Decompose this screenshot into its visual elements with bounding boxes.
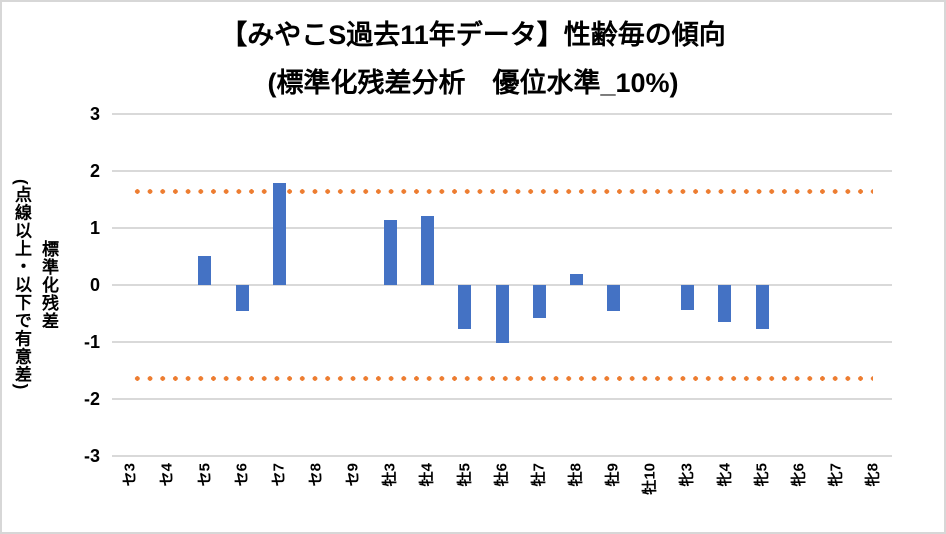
x-axis-label-牝4: 牝4: [715, 463, 733, 487]
y-tick-label--3: -3: [83, 446, 100, 466]
y-tick-label-0: 0: [89, 275, 100, 295]
x-axis-label-牡5: 牡5: [455, 463, 473, 487]
chart-title-line-1: 【みやこS過去11年データ】性齢毎の傾向: [220, 20, 726, 50]
x-axis-label-セ4: セ4: [158, 463, 176, 487]
bar-セ5: [198, 255, 212, 285]
y-tick-label-1: 1: [89, 218, 100, 238]
x-axis-label-セ8: セ8: [307, 463, 325, 487]
x-axis-label-牡8: 牡8: [567, 463, 585, 487]
bar-牝3: [681, 285, 695, 311]
y-tick-label--1: -1: [83, 332, 100, 352]
x-axis-label-セ6: セ6: [233, 463, 250, 487]
x-axis-label-牝7: 牝7: [827, 463, 845, 487]
x-axis-label-セ9: セ9: [344, 463, 362, 487]
x-axis-label-牡9: 牡9: [604, 463, 622, 487]
x-axis-label-牝3: 牝3: [678, 463, 696, 487]
x-axis-label-牡3: 牡3: [381, 463, 399, 487]
y-tick-label--2: -2: [83, 389, 100, 409]
bar-セ6: [235, 285, 249, 312]
x-axis-label-セ7: セ7: [270, 463, 288, 487]
gridline-1: [112, 227, 892, 229]
y-tick-label-3: 3: [89, 104, 100, 124]
gridline--3: [112, 455, 892, 457]
gridline-3: [112, 113, 892, 115]
x-axis-label-セ5: セ5: [195, 463, 213, 487]
bar-牡4: [421, 216, 435, 285]
x-axis-label-牡10: 牡10: [641, 463, 659, 495]
x-axis-label-セ3: セ3: [121, 463, 139, 487]
bar-牝5: [755, 285, 769, 329]
bar-牡8: [569, 273, 583, 285]
bar-牝4: [718, 285, 732, 323]
gridline-2: [112, 170, 892, 172]
bar-牡6: [495, 285, 509, 344]
gridline--2: [112, 398, 892, 400]
y-tick-label-2: 2: [89, 161, 100, 181]
bar-牡5: [458, 285, 472, 329]
x-axis-label-牝5: 牝5: [753, 463, 770, 487]
significance-line-lower: [130, 376, 874, 382]
bar-牡9: [606, 285, 620, 311]
bar-セ7: [272, 182, 286, 285]
significance-line-upper: [130, 188, 874, 194]
bar-牡7: [532, 285, 546, 319]
x-axis-label-牡7: 牡7: [530, 463, 548, 487]
bar-牡3: [384, 220, 398, 285]
x-axis-label-牝8: 牝8: [864, 463, 882, 487]
y-axis-title: 標準化残差 (点線以上・以下で有意差): [12, 179, 58, 391]
x-axis-label-牡6: 牡6: [493, 463, 510, 487]
x-axis-label-牝6: 牝6: [790, 463, 808, 487]
chart-title-line-2: (標準化残差分析 優位水準_10%): [267, 68, 679, 98]
x-axis-label-牡4: 牡4: [418, 463, 436, 487]
